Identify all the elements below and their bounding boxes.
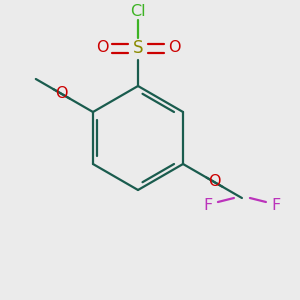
Text: F: F xyxy=(203,199,212,214)
Text: O: O xyxy=(96,40,108,56)
Text: S: S xyxy=(133,39,143,57)
Text: O: O xyxy=(208,175,220,190)
Text: O: O xyxy=(56,86,68,101)
Text: O: O xyxy=(168,40,180,56)
Text: F: F xyxy=(271,199,280,214)
Text: Cl: Cl xyxy=(130,4,146,20)
